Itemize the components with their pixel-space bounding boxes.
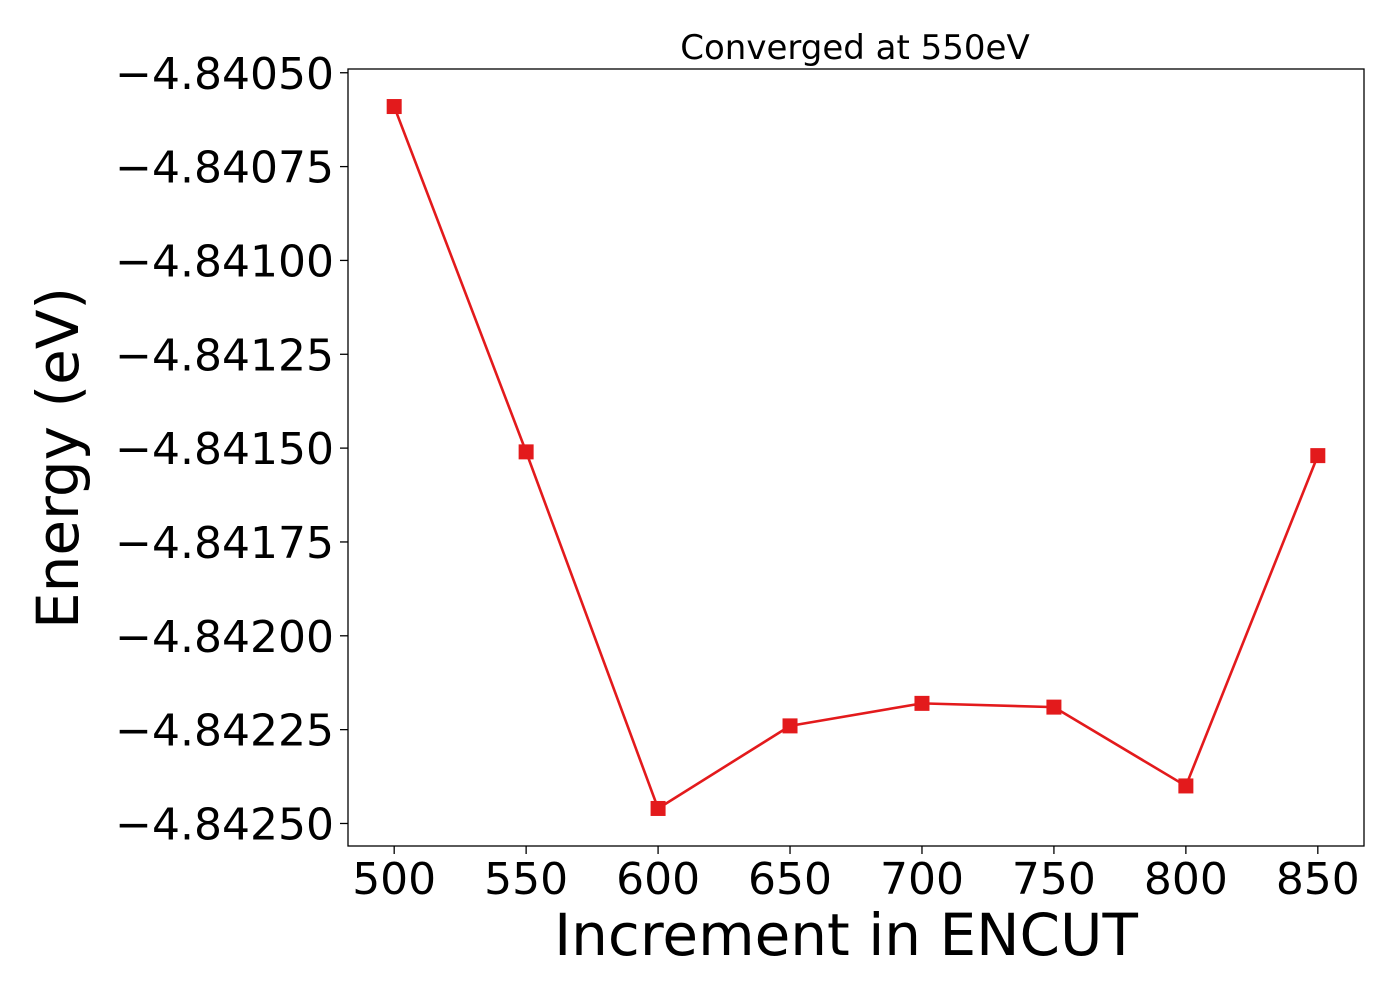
x-tick-label: 500 xyxy=(352,854,436,905)
x-tick-label: 600 xyxy=(616,854,700,905)
series-line xyxy=(392,106,1320,810)
data-point xyxy=(1310,448,1326,464)
y-tick-label: −4.84050 xyxy=(115,49,334,100)
y-tick-label: −4.84175 xyxy=(115,518,334,569)
data-point xyxy=(650,800,666,816)
data-point xyxy=(518,444,534,460)
series-layer xyxy=(386,99,1326,816)
x-tick-label: 550 xyxy=(484,854,568,905)
y-tick-label: −4.84075 xyxy=(115,143,334,194)
x-tick-label: 850 xyxy=(1276,854,1360,905)
y-tick-label: −4.84125 xyxy=(115,330,334,381)
data-point xyxy=(1178,778,1194,794)
y-tick-label: −4.84200 xyxy=(115,612,334,663)
y-axis-label: Energy (eV) xyxy=(24,287,92,629)
y-tick-label: −4.84225 xyxy=(115,706,334,757)
y-tick-label: −4.84250 xyxy=(115,799,334,850)
y-tick-label: −4.84150 xyxy=(115,424,334,475)
chart-title: Converged at 550eV xyxy=(680,28,1029,68)
x-tick-label: 700 xyxy=(880,854,964,905)
x-tick-label: 650 xyxy=(748,854,832,905)
data-point xyxy=(1046,699,1062,715)
axes: 500 550 600 650 700 750 800 850 −4.84050 −4.84075… xyxy=(115,49,1365,905)
data-point xyxy=(914,695,930,711)
x-tick-label: 800 xyxy=(1144,854,1228,905)
data-point xyxy=(386,99,402,115)
x-axis-label: Increment in ENCUT xyxy=(554,901,1138,969)
data-point xyxy=(782,718,798,734)
x-tick-label: 750 xyxy=(1012,854,1096,905)
y-tick-label: −4.84100 xyxy=(115,236,334,287)
plot-frame xyxy=(347,68,1365,847)
